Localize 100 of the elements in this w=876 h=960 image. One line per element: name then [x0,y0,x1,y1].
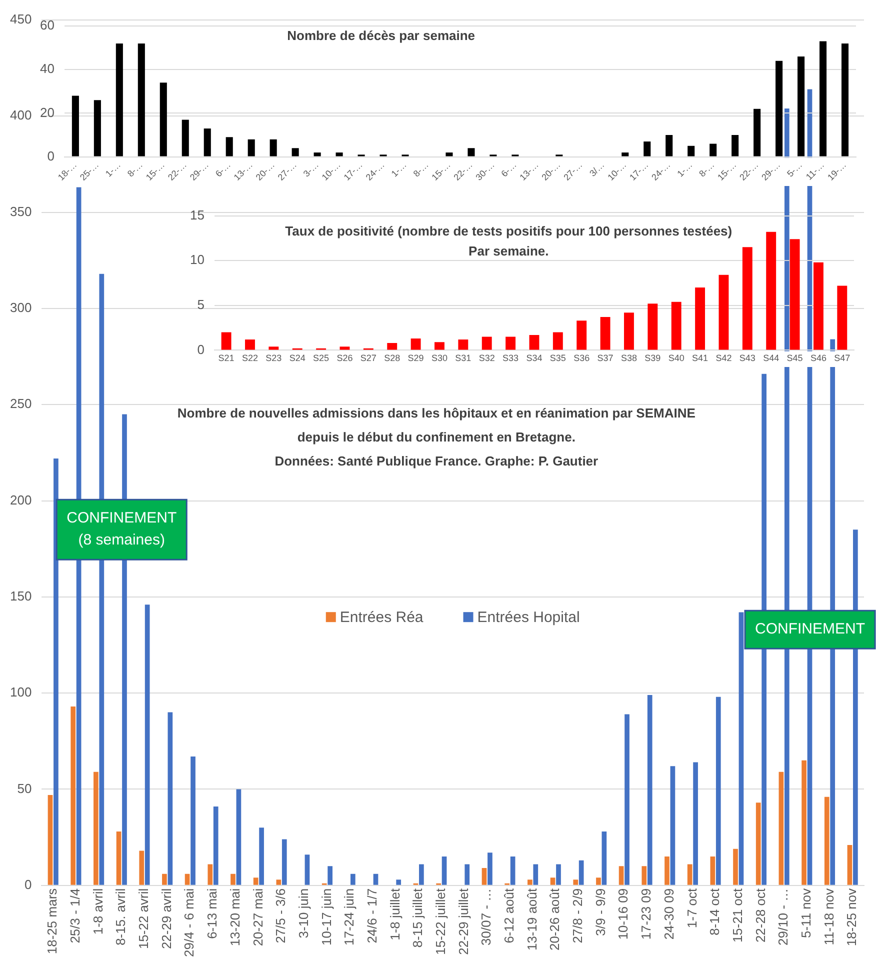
x-tick-label: 13-… [232,160,255,182]
x-tick-label: 18-25 mars [44,888,60,954]
x-tick-label: 19-… [826,160,848,182]
x-tick-label: S22 [242,353,258,364]
y-tick-label: 40 [40,61,54,76]
x-tick-label: 8-… [411,160,430,179]
x-tick-label: S21 [218,353,234,364]
y-tick-label: 450 [10,12,32,27]
bar [664,856,670,885]
x-tick-label: 20-… [254,160,277,182]
bar [813,262,824,350]
bar [213,806,218,885]
bar [160,82,167,156]
bar [670,766,676,885]
bar [304,854,310,885]
x-tick-label: 22-29 avril [158,888,174,950]
bar [841,43,849,156]
x-tick-label: 5-11 nov [798,888,814,938]
x-tick-label: 1-… [675,160,694,179]
bar [602,832,607,885]
x-tick-label: 20-… [540,160,562,182]
bar [778,772,784,885]
y-tick-label: 0 [47,148,54,164]
x-tick-label: 17-24 juin [342,888,357,946]
x-tick-label: S32 [478,353,495,364]
x-tick-label: 1-… [389,160,408,179]
bar [54,458,58,885]
bar [644,142,651,156]
bar [671,302,682,350]
bar [464,864,470,885]
x-tick-label: 27-… [562,160,584,182]
x-tick-label: 1-8 avril [90,888,106,935]
y-tick-label: 0 [24,876,32,892]
x-tick-label: 25-… [78,160,101,182]
x-tick-label: 22-… [738,160,760,182]
x-tick-label: S43 [739,353,756,364]
x-tick-label: 6-12 août [502,888,517,944]
bar [533,864,538,885]
x-tick-label: 15-21 oct [730,888,745,943]
bar [340,346,350,350]
bar [458,339,468,350]
bar [139,850,144,885]
bar [446,152,453,156]
x-tick-label: S33 [502,353,519,364]
y-tick-label: 20 [40,104,54,120]
x-tick-label: 8-15. avril [113,888,128,946]
x-tick-label: 22-28 oct [752,888,768,943]
x-tick-label: 8-14 oct [707,888,722,936]
x-tick-label: 11-… [804,160,826,182]
x-tick-label: 5-… [785,160,804,179]
bar [710,856,716,885]
bar [732,135,739,156]
bar [733,848,738,885]
bar [221,332,232,350]
x-tick-label: 15-22 avril [136,888,152,950]
x-tick-label: S40 [668,353,684,364]
x-tick-label: 8-… [697,160,716,179]
x-tick-label: 24-30 09 [661,888,676,940]
bar [824,796,830,885]
bar [270,139,277,156]
x-tick-label: 1-8 juillet [387,888,402,940]
y-tick-label: 100 [10,684,32,700]
x-tick-label: 6-… [213,160,233,179]
x-tick-label: 10-16 09 [616,888,631,940]
chart-title: Nombre de décès par semaine [287,28,476,44]
x-tick-label: 13-… [518,160,540,182]
y-tick-label: 200 [10,492,32,508]
x-tick-label: 13-20 mai [227,888,242,946]
x-tick-label: 17-23 09 [638,888,654,940]
x-tick-label: 18-25 nov [844,888,860,946]
bar [622,152,629,156]
bar [350,874,356,885]
bar [190,756,196,885]
bar [184,874,190,885]
x-tick-label: 15-… [716,160,738,182]
y-tick-label: 150 [10,588,32,604]
bar [226,137,233,156]
bar [70,706,76,885]
x-tick-label: S24 [289,353,306,364]
x-tick-label: S42 [716,353,732,364]
bar [802,760,806,885]
bar [510,856,516,885]
bar [556,864,561,885]
bar [820,41,827,156]
x-tick-label: 6-13 mai [204,888,220,939]
x-tick-label: 3/9 - 9/9 [592,888,608,936]
x-tick-label: S39 [644,353,661,364]
bar [618,866,624,885]
x-tick-label: S45 [786,353,803,364]
x-tick-label: 20-26 août [547,888,562,951]
x-tick-label: 30-… [474,160,496,182]
y-tick-label: 10 [190,252,204,268]
bar [624,714,630,885]
bar [666,135,673,156]
bar [162,874,167,885]
x-tick-label: 10-17 juin [318,888,334,946]
bar [695,287,706,350]
x-tick-label: 24-… [650,160,672,182]
bar [837,286,848,350]
x-tick-label: 20-27 mai [250,888,266,946]
